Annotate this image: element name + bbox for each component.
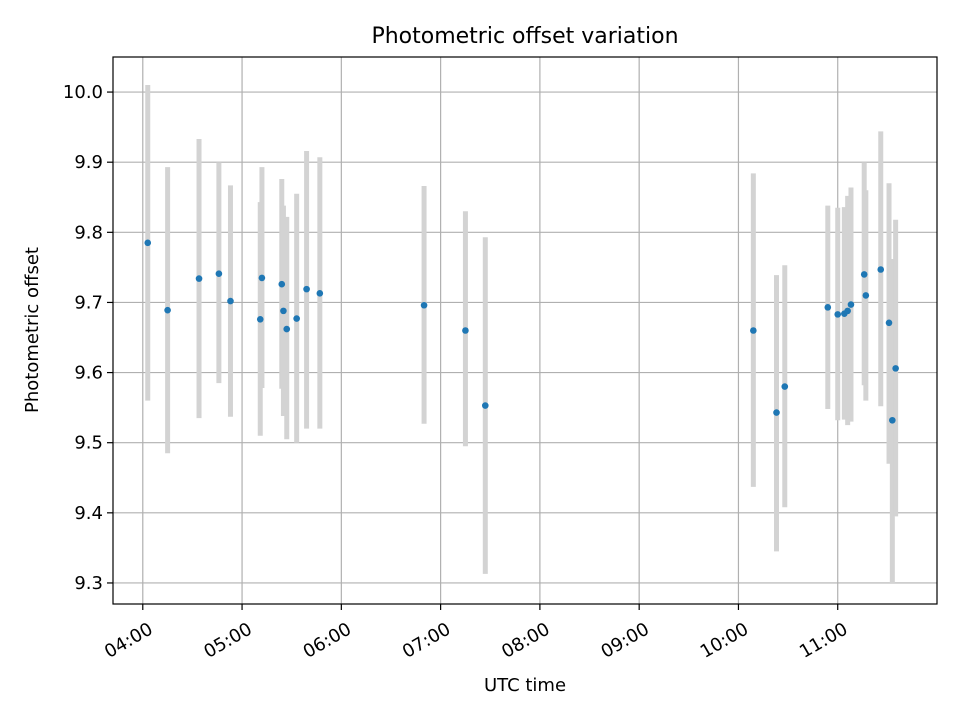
data-point bbox=[860, 271, 868, 278]
chart-title: Photometric offset variation bbox=[371, 24, 678, 49]
data-point bbox=[847, 301, 855, 308]
data-point bbox=[280, 307, 287, 315]
data-point bbox=[481, 402, 489, 409]
data-point bbox=[195, 275, 203, 282]
y-tick-label: 9.8 bbox=[74, 222, 103, 243]
data-point bbox=[303, 285, 310, 293]
y-tick-label: 10.0 bbox=[63, 82, 103, 103]
data-point bbox=[781, 383, 789, 390]
data-point bbox=[862, 292, 870, 299]
x-axis-label: UTC time bbox=[484, 675, 566, 696]
y-tick-label: 9.9 bbox=[74, 152, 103, 173]
data-point bbox=[278, 280, 286, 288]
data-point bbox=[316, 290, 324, 297]
data-point bbox=[877, 266, 885, 273]
data-point bbox=[773, 409, 780, 416]
data-point bbox=[885, 319, 893, 327]
y-tick-label: 9.4 bbox=[74, 503, 103, 524]
data-points bbox=[144, 239, 899, 424]
data-point bbox=[750, 327, 757, 334]
data-point bbox=[844, 307, 851, 315]
data-point bbox=[256, 315, 264, 323]
y-tick-label: 9.7 bbox=[74, 292, 103, 313]
data-point bbox=[283, 325, 291, 333]
data-point bbox=[892, 365, 899, 372]
data-point bbox=[144, 239, 152, 247]
data-point bbox=[258, 274, 266, 282]
data-point bbox=[462, 327, 469, 334]
data-point bbox=[420, 301, 428, 309]
y-axis-label: Photometric offset bbox=[22, 247, 43, 413]
grid-lines bbox=[113, 57, 937, 604]
data-point bbox=[293, 315, 300, 322]
data-point bbox=[824, 304, 832, 311]
y-axis-ticks: 9.3 9.4 9.5 9.6 9.7 9.8 9.9 10.0 bbox=[63, 82, 113, 594]
plot-frame bbox=[112, 56, 938, 605]
y-tick-label: 9.5 bbox=[74, 433, 103, 454]
y-tick-label: 9.6 bbox=[74, 363, 103, 384]
data-point bbox=[215, 270, 223, 277]
data-point bbox=[164, 306, 171, 314]
data-point bbox=[834, 311, 842, 318]
y-tick-label: 9.3 bbox=[74, 573, 103, 594]
data-point bbox=[227, 297, 234, 305]
data-point bbox=[889, 416, 896, 424]
